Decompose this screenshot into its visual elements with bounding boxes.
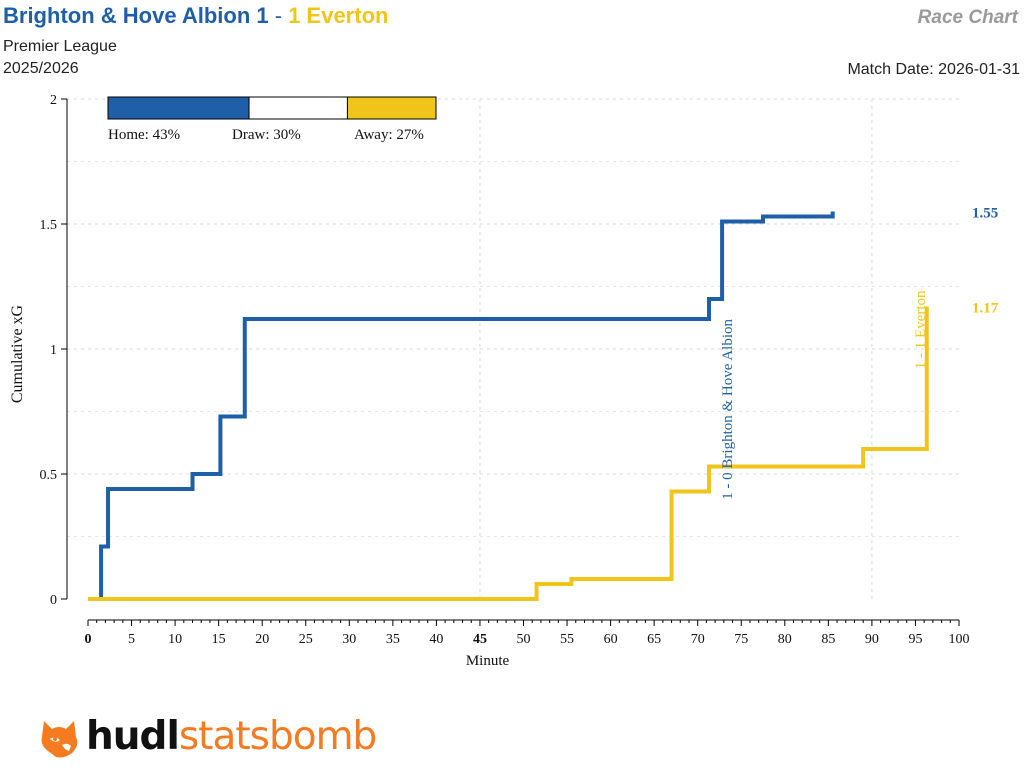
x-tick-label: 60 xyxy=(604,632,618,647)
chart-type-label: Race Chart xyxy=(917,7,1018,28)
away-goal-annotation: 1 - 1 Everton xyxy=(913,290,929,369)
x-tick-label: 50 xyxy=(517,632,531,647)
y-tick-label: 0.5 xyxy=(40,468,58,483)
chart-header: Brighton & Hove Albion 1 - 1 Everton Pre… xyxy=(0,0,1024,90)
x-tick-label: 20 xyxy=(255,632,269,647)
x-tick-label: 100 xyxy=(949,632,970,647)
x-tick-label: 70 xyxy=(691,632,705,647)
x-tick-label: 90 xyxy=(865,632,879,647)
home-xg-line xyxy=(88,211,835,601)
away-final-xg-label: 1.17 xyxy=(972,301,999,317)
match-date-label: Match Date: 2026-01-31 xyxy=(847,61,1020,78)
x-tick-label: 85 xyxy=(821,632,835,647)
home-probability-label: Home: 43% xyxy=(108,127,180,143)
brand-wordmark: hudlstatsbomb xyxy=(86,714,377,759)
x-tick-label: 95 xyxy=(908,632,922,647)
x-tick-label: 75 xyxy=(734,632,748,647)
brand-wordmark-part2: statsbomb xyxy=(178,714,377,759)
x-tick-label: 55 xyxy=(560,632,574,647)
y-tick-label: 0 xyxy=(50,593,57,608)
competition-label: Premier League xyxy=(3,38,117,55)
x-tick-label: 25 xyxy=(299,632,313,647)
x-tick-label: 30 xyxy=(342,632,356,647)
home-final-xg-label: 1.55 xyxy=(972,206,998,222)
fox-head-icon xyxy=(41,721,78,758)
away-probability-label: Away: 27% xyxy=(354,127,424,143)
x-tick-label: 0 xyxy=(85,632,92,647)
home-title: Brighton & Hove Albion 1 xyxy=(3,3,269,28)
brand-wordmark-part1: hudl xyxy=(86,714,180,759)
away-xg-line xyxy=(88,306,929,601)
x-tick-label: 40 xyxy=(429,632,443,647)
draw-probability-label: Draw: 30% xyxy=(232,127,301,143)
x-tick-label: 65 xyxy=(647,632,661,647)
y-tick-label: 1 xyxy=(50,343,57,358)
home-probability-bar xyxy=(107,96,250,120)
away-title: 1 Everton xyxy=(288,3,389,28)
match-title: Brighton & Hove Albion 1 - 1 Everton xyxy=(3,3,388,29)
x-tick-label: 45 xyxy=(473,632,487,647)
y-tick-label: 2 xyxy=(50,93,57,108)
season-label: 2025/2026 xyxy=(3,60,79,77)
x-tick-label: 5 xyxy=(128,632,135,647)
x-tick-label: 15 xyxy=(212,632,226,647)
home-goal-annotation: 1 - 0 Brighton & Hove Albion xyxy=(720,319,736,500)
y-tick-label: 1.5 xyxy=(40,218,58,233)
draw-probability-bar xyxy=(248,96,348,120)
brand-logo: hudlstatsbomb xyxy=(36,712,416,764)
x-axis-label: Minute xyxy=(466,653,510,669)
x-tick-label: 10 xyxy=(168,632,182,647)
title-separator: - xyxy=(268,3,289,28)
y-axis-label: Cumulative xG xyxy=(9,304,26,403)
away-probability-bar xyxy=(346,96,437,120)
x-tick-label: 80 xyxy=(778,632,792,647)
x-tick-label: 35 xyxy=(386,632,400,647)
